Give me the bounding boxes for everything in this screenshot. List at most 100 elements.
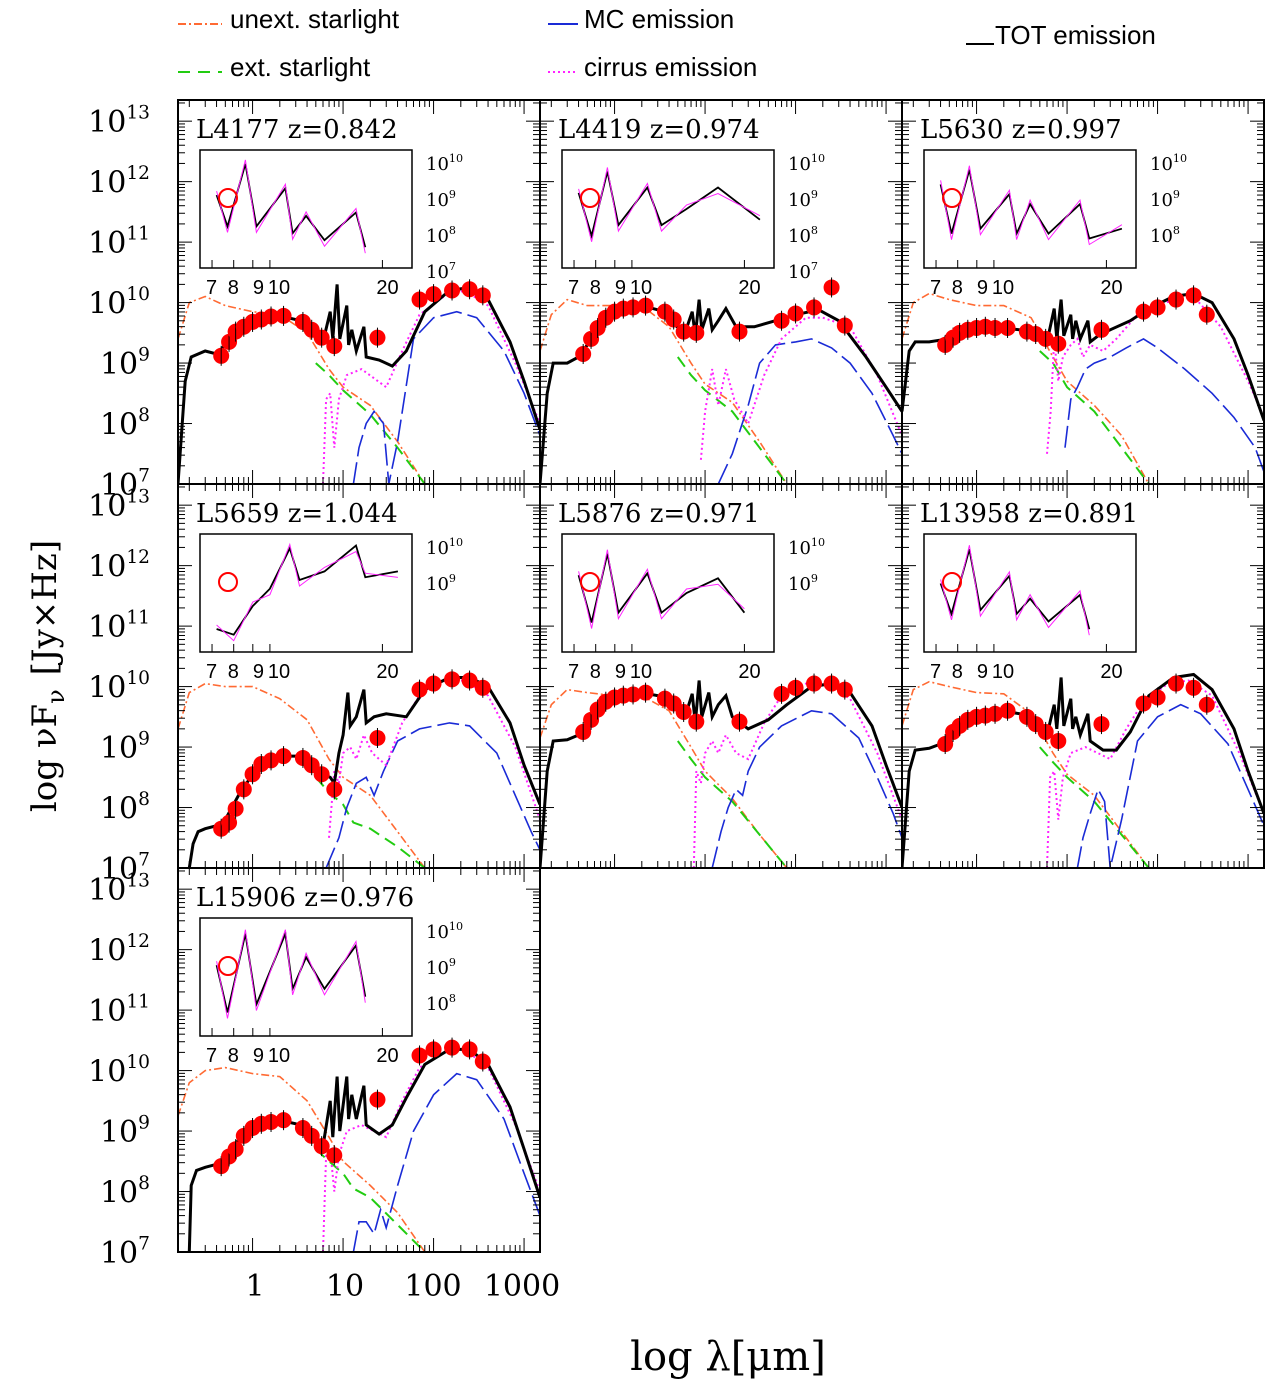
inset-data-point (580, 572, 600, 592)
inset-y-tick-label-0-base: 10 (426, 154, 449, 175)
inset-x-tick-label: 9 (615, 661, 626, 683)
y-tick-label-r2-1-base: 10 (88, 934, 126, 969)
inset-y-tick-label-0: 1010 (426, 152, 463, 175)
y-tick-label-r0-3: 1010 (88, 284, 150, 322)
y-axis-label-sub: ν (42, 689, 70, 704)
unext-starlight-line (178, 682, 426, 868)
inset-x-tick-label: 9 (977, 277, 988, 299)
y-tick-label-r1-6: 107 (100, 850, 150, 888)
y-tick-label-r0-5-base: 10 (100, 408, 138, 443)
inset-x-tick-label: 20 (1100, 661, 1122, 683)
y-tick-label-r0-1-exp: 12 (126, 163, 150, 184)
inset-tot-line (577, 171, 761, 240)
inset-x-tick-label: 20 (738, 277, 760, 299)
inset-x-tick-label: 8 (590, 277, 601, 299)
cirrus-emission-line (692, 682, 902, 868)
unext-starlight-line (902, 680, 1150, 868)
inset-y-tick-label-0: 1010 (426, 920, 463, 943)
inset-x-tick-label: 10 (268, 661, 290, 683)
unext-starlight-line (540, 298, 788, 484)
y-tick-label-r1-0-exp: 13 (126, 487, 150, 508)
panel-title: L5876 z=0.971 (558, 499, 760, 529)
panel-plot-area (902, 285, 1264, 484)
inset-x-tick-label: 7 (206, 661, 217, 683)
inset-y-tick-label-1-base: 10 (1150, 190, 1173, 211)
inset-frame (199, 149, 413, 269)
inset-y-tick-label-1: 109 (426, 572, 456, 595)
legend: unext. starlight ext. starlight MC emiss… (178, 4, 1156, 82)
y-tick-label-r2-0: 1013 (88, 871, 150, 909)
y-tick-label-r1-2: 1011 (88, 608, 150, 646)
panel-plot-area (178, 669, 540, 868)
y-tick-label-r1-5: 108 (100, 789, 150, 827)
tot-emission-line (187, 676, 540, 868)
y-tick-label-r1-2-base: 10 (88, 610, 126, 645)
inset-y-tick-label-1-base: 10 (426, 958, 449, 979)
inset-y-tick-label-1-exp: 9 (449, 188, 456, 201)
y-tick-label-r2-2-base: 10 (88, 994, 126, 1029)
inset-y-tick-label-2-exp: 8 (449, 224, 456, 237)
legend-mc-label: MC emission (584, 4, 734, 34)
inset-x-tick-label: 8 (228, 277, 239, 299)
inset-x-tick-label: 10 (992, 277, 1014, 299)
panel-L13958: L13958 z=0.891 7 8 9 10 20 (901, 483, 1265, 869)
mc-emission-line (711, 709, 902, 868)
y-tick-label-r2-2-exp: 11 (126, 992, 150, 1013)
y-tick-label-r2-1-exp: 12 (126, 931, 150, 952)
y-tick-label-r2-0-base: 10 (88, 873, 126, 908)
y-tick-label-r0-6-base: 10 (100, 468, 138, 503)
inset-x-tick-label: 7 (206, 1045, 217, 1067)
inset-data-point (218, 956, 238, 976)
cirrus-emission-line (328, 679, 540, 838)
y-tick-label-r2-4-exp: 9 (138, 1113, 150, 1134)
y-tick-label-r1-1-base: 10 (88, 550, 126, 585)
inset-y-tick-label-0-base: 10 (426, 538, 449, 559)
inset-y-tick-label-1-base: 10 (788, 574, 811, 595)
y-tick-label-r2-3: 1010 (88, 1052, 150, 1090)
legend-unext-label: unext. starlight (230, 4, 400, 34)
tot-emission-line (178, 284, 540, 484)
y-tick-label-r0-3-base: 10 (88, 287, 126, 322)
inset-y-tick-label-1-exp: 9 (449, 572, 456, 585)
panel-title: L15906 z=0.976 (196, 883, 414, 913)
x-axis-label: log λ[μm] (630, 1334, 826, 1380)
inset-frame (561, 149, 775, 269)
inset-y-tick-label-2: 108 (426, 992, 456, 1015)
y-tick-label-r0-3-exp: 10 (126, 284, 150, 305)
ext-starlight-line (315, 1148, 426, 1252)
inset-y-tick-label-1-base: 10 (788, 190, 811, 211)
panel-ticks (178, 100, 540, 485)
inset-data-point (942, 572, 962, 592)
y-tick-label-r0-4-exp: 9 (138, 345, 150, 366)
y-tick-label-r1-6-exp: 7 (138, 850, 150, 871)
y-tick-label-r1-5-base: 10 (100, 792, 138, 827)
cirrus-emission-line (1046, 295, 1264, 454)
inset-x-tick-label: 9 (253, 661, 264, 683)
y-tick-label-r1-4-exp: 9 (138, 729, 150, 750)
y-tick-label-r2-0-exp: 13 (126, 871, 150, 892)
inset-y-tick-label-0-exp: 10 (449, 536, 463, 549)
y-tick-label-r2-4: 109 (100, 1113, 150, 1151)
y-tick-label-r1-1-exp: 12 (126, 547, 150, 568)
inset-y-tick-label-1-exp: 9 (449, 956, 456, 969)
y-tick-label-r2-5: 108 (100, 1173, 150, 1211)
inset-y-tick-label-0: 1010 (1150, 152, 1187, 175)
y-tick-label-r2-1: 1012 (88, 931, 150, 969)
y-tick-label-r1-1: 1012 (88, 547, 150, 585)
inset-x-tick-label: 8 (228, 1045, 239, 1067)
inset-y-tick-label-0-exp: 10 (811, 152, 825, 165)
inset-x-tick-label: 9 (253, 1045, 264, 1067)
inset-y-tick-label-1-exp: 9 (811, 188, 818, 201)
inset-x-tick-label: 10 (268, 277, 290, 299)
mc-emission-line (352, 310, 540, 484)
inset-y-tick-label-0-exp: 10 (811, 536, 825, 549)
legend-unext: unext. starlight (178, 4, 400, 34)
panel-plot-area (178, 279, 540, 484)
inset-y-tick-label-3: 107 (788, 260, 818, 283)
inset-irs-spectrum (578, 167, 761, 242)
